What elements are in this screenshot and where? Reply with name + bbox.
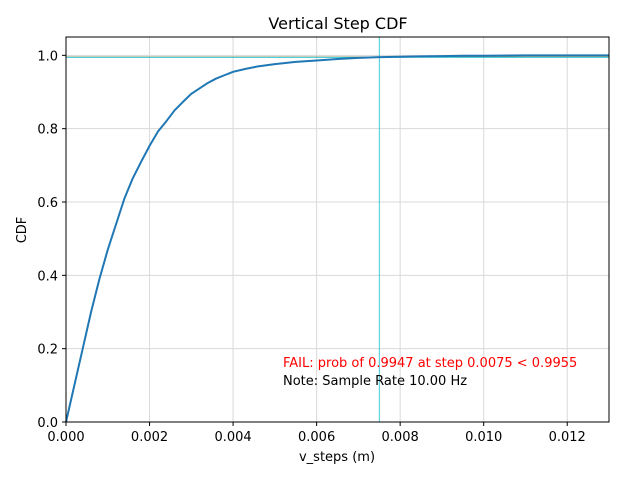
x-tick-label: 0.000 xyxy=(47,430,84,445)
y-tick-label: 0.6 xyxy=(37,196,58,211)
y-tick-label: 0.0 xyxy=(37,416,58,431)
y-tick-label: 1.0 xyxy=(37,49,58,64)
cdf-series-line xyxy=(65,54,609,423)
x-tick-label: 0.004 xyxy=(214,430,251,445)
x-axis-label: v_steps (m) xyxy=(299,450,375,465)
x-tick-label: 0.008 xyxy=(382,430,419,445)
fail-annotation: FAIL: prob of 0.9947 at step 0.0075 < 0.… xyxy=(283,356,577,371)
y-tick-label: 0.4 xyxy=(37,269,58,284)
y-axis: 0.0 0.2 0.4 0.6 0.8 1.0 xyxy=(37,49,66,431)
plot-elements xyxy=(65,37,609,423)
x-tick-label: 0.010 xyxy=(465,430,502,445)
x-axis: 0.000 0.002 0.004 0.006 0.008 0.010 0.012 xyxy=(47,422,586,445)
x-tick-label: 0.006 xyxy=(298,430,335,445)
sample-rate-note: Note: Sample Rate 10.00 Hz xyxy=(283,374,467,389)
plot-frame xyxy=(65,36,610,423)
x-tick-label: 0.012 xyxy=(549,430,586,445)
y-tick-label: 0.2 xyxy=(37,343,58,358)
y-tick-label: 0.8 xyxy=(37,123,58,138)
chart-title: Vertical Step CDF xyxy=(268,14,407,33)
x-tick-label: 0.002 xyxy=(131,430,168,445)
y-axis-label: CDF xyxy=(15,217,30,244)
